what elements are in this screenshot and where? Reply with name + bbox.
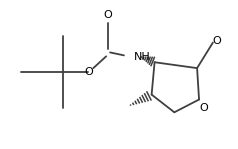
Text: NH: NH [134,52,151,62]
Text: O: O [104,10,113,20]
Text: O: O [200,103,208,113]
Text: O: O [213,36,221,46]
Text: O: O [84,67,93,77]
